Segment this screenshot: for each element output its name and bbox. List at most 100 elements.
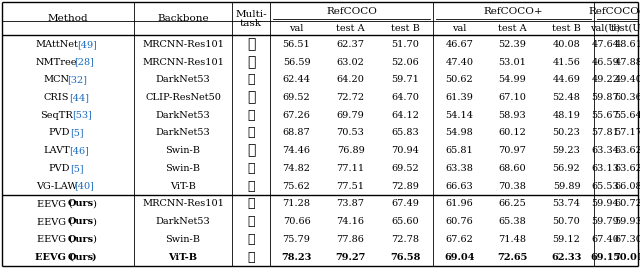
Text: Backbone: Backbone — [157, 14, 209, 23]
Text: 70.94: 70.94 — [392, 146, 419, 155]
Text: Ours: Ours — [68, 235, 93, 244]
Text: val: val — [452, 24, 467, 33]
Text: Swin-B: Swin-B — [166, 164, 200, 173]
Text: RefCOCO: RefCOCO — [326, 7, 377, 16]
Text: 63.62: 63.62 — [614, 164, 640, 173]
Text: EEVG (: EEVG ( — [37, 235, 73, 244]
Text: CLIP-ResNet50: CLIP-ResNet50 — [145, 93, 221, 102]
Text: task: task — [240, 19, 262, 28]
Text: [53]: [53] — [72, 111, 92, 120]
Text: LAVT: LAVT — [44, 146, 70, 155]
Text: ✓: ✓ — [247, 251, 255, 263]
Text: 54.98: 54.98 — [445, 128, 474, 137]
Text: 48.19: 48.19 — [552, 111, 580, 120]
Text: ✗: ✗ — [247, 144, 255, 158]
Text: 65.38: 65.38 — [499, 217, 526, 226]
Text: 69.79: 69.79 — [337, 111, 364, 120]
Text: ): ) — [92, 252, 96, 262]
Text: MAttNet: MAttNet — [35, 40, 78, 49]
Text: Ours: Ours — [68, 217, 93, 226]
Text: 60.72: 60.72 — [614, 199, 640, 208]
Text: test B: test B — [391, 24, 420, 33]
Text: 53.01: 53.01 — [499, 58, 527, 66]
Text: [44]: [44] — [69, 93, 90, 102]
Text: 70.53: 70.53 — [337, 128, 364, 137]
Text: DarkNet53: DarkNet53 — [156, 128, 211, 137]
Text: PVD: PVD — [49, 128, 70, 137]
Text: 47.88: 47.88 — [614, 58, 640, 66]
Text: 77.11: 77.11 — [337, 164, 365, 173]
Text: ✗: ✗ — [247, 37, 255, 51]
Text: DarkNet53: DarkNet53 — [156, 75, 211, 84]
Text: 44.69: 44.69 — [552, 75, 580, 84]
Text: 74.82: 74.82 — [282, 164, 310, 173]
Text: 63.13: 63.13 — [591, 164, 620, 173]
Text: 63.34: 63.34 — [591, 146, 620, 155]
Text: 52.39: 52.39 — [499, 40, 527, 49]
Text: 73.87: 73.87 — [337, 199, 365, 208]
Text: 63.38: 63.38 — [445, 164, 474, 173]
Text: 67.40: 67.40 — [591, 235, 620, 244]
Text: 61.39: 61.39 — [445, 93, 474, 102]
Text: RefCOCO+: RefCOCO+ — [484, 7, 543, 16]
Text: 74.16: 74.16 — [337, 217, 365, 226]
Text: ✓: ✓ — [247, 233, 255, 246]
Text: 62.44: 62.44 — [282, 75, 310, 84]
Text: NMTree: NMTree — [36, 58, 77, 66]
Text: 56.59: 56.59 — [283, 58, 310, 66]
Text: test B: test B — [552, 24, 581, 33]
Text: 59.71: 59.71 — [392, 75, 419, 84]
Text: ✓: ✓ — [247, 73, 255, 86]
Text: ViT-B: ViT-B — [168, 252, 198, 262]
Text: 52.48: 52.48 — [552, 93, 580, 102]
Text: 76.58: 76.58 — [390, 252, 420, 262]
Text: 65.83: 65.83 — [392, 128, 419, 137]
Text: 46.67: 46.67 — [445, 40, 474, 49]
Text: Ours: Ours — [68, 252, 93, 262]
Text: 60.12: 60.12 — [499, 128, 527, 137]
Text: 50.70: 50.70 — [552, 217, 580, 226]
Text: SeqTR: SeqTR — [40, 111, 73, 120]
Text: 58.93: 58.93 — [499, 111, 526, 120]
Text: Swin-B: Swin-B — [166, 235, 200, 244]
Text: RefCOCOg: RefCOCOg — [588, 7, 640, 16]
Text: ✓: ✓ — [247, 180, 255, 193]
Text: 50.62: 50.62 — [445, 75, 474, 84]
Text: 67.49: 67.49 — [392, 199, 419, 208]
Text: 70.97: 70.97 — [499, 146, 527, 155]
Text: test A: test A — [498, 24, 527, 33]
Text: Ours: Ours — [68, 199, 93, 208]
Text: 75.62: 75.62 — [283, 182, 310, 191]
Text: MRCNN-Res101: MRCNN-Res101 — [142, 40, 224, 49]
Text: ✓: ✓ — [247, 162, 255, 175]
Text: 67.26: 67.26 — [283, 111, 310, 120]
Text: 66.63: 66.63 — [445, 182, 474, 191]
Text: 46.59: 46.59 — [591, 58, 620, 66]
Text: 78.23: 78.23 — [282, 252, 312, 262]
Text: 49.40: 49.40 — [614, 75, 640, 84]
Text: EEVG (: EEVG ( — [37, 217, 73, 226]
Text: 72.78: 72.78 — [392, 235, 419, 244]
Text: 59.87: 59.87 — [591, 93, 620, 102]
Text: [49]: [49] — [77, 40, 97, 49]
Text: test(U): test(U) — [611, 24, 640, 33]
Text: ): ) — [92, 199, 96, 208]
Text: 68.87: 68.87 — [283, 128, 310, 137]
Text: [5]: [5] — [70, 164, 84, 173]
Text: [32]: [32] — [67, 75, 87, 84]
Text: 65.53: 65.53 — [591, 182, 620, 191]
Text: CRIS: CRIS — [44, 93, 69, 102]
Text: 54.99: 54.99 — [499, 75, 526, 84]
Text: 59.23: 59.23 — [552, 146, 580, 155]
Text: 69.15: 69.15 — [590, 252, 621, 262]
Text: 69.52: 69.52 — [392, 164, 419, 173]
Text: [46]: [46] — [69, 146, 90, 155]
Text: ✓: ✓ — [247, 109, 255, 122]
Text: EEVG (: EEVG ( — [35, 252, 74, 262]
Text: 67.30: 67.30 — [614, 235, 640, 244]
Text: 75.79: 75.79 — [283, 235, 310, 244]
Text: PVD: PVD — [49, 164, 70, 173]
Text: 47.64: 47.64 — [591, 40, 620, 49]
Text: 60.76: 60.76 — [445, 217, 474, 226]
Text: MRCNN-Res101: MRCNN-Res101 — [142, 199, 224, 208]
